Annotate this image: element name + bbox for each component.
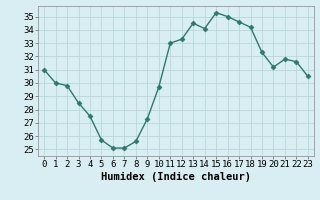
X-axis label: Humidex (Indice chaleur): Humidex (Indice chaleur) [101, 172, 251, 182]
